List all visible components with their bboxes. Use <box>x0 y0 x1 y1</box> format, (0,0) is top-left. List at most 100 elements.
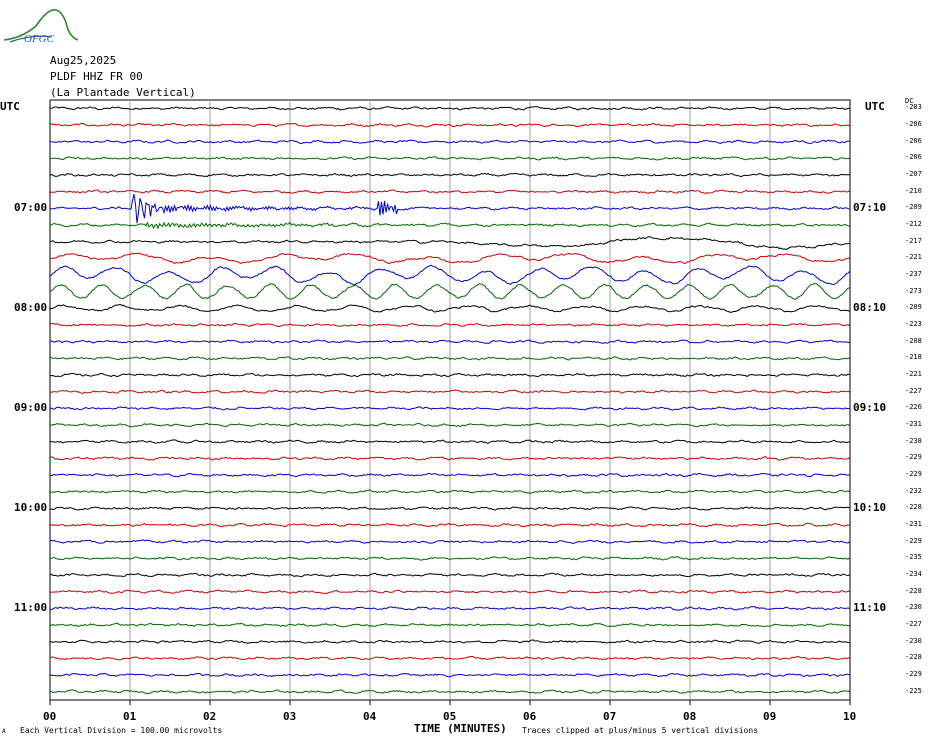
left-time-label: 09:00 <box>14 401 48 415</box>
trace-line <box>49 221 850 230</box>
utc-left-label: UTC <box>0 100 20 113</box>
trace-line <box>49 506 850 511</box>
station-label: PLDF HHZ FR 00 <box>50 70 143 83</box>
dc-offset-value: -229 <box>905 470 922 478</box>
trace-line <box>50 606 850 611</box>
dc-offset-value: -210 <box>905 186 922 195</box>
trace-line <box>49 156 850 161</box>
dc-offset-value: -228 <box>905 503 922 512</box>
trace-line <box>49 264 850 286</box>
trace-line <box>49 539 850 545</box>
trace-line <box>50 655 850 661</box>
left-time-label: 10:00 <box>14 501 48 515</box>
trace-line <box>49 172 850 178</box>
trace-line <box>49 489 850 494</box>
dc-offset-value: -206 <box>905 120 922 128</box>
dc-offset-value: -225 <box>905 686 922 695</box>
dc-offset-value: -232 <box>905 486 922 495</box>
trace-line <box>49 193 850 224</box>
dc-offset-value: -273 <box>905 286 922 295</box>
trace-line <box>49 105 850 111</box>
trace-line <box>49 283 850 300</box>
right-time-label: 09:10 <box>853 401 887 415</box>
dc-offset-value: -209 <box>905 303 922 312</box>
trace-line <box>49 356 850 361</box>
dc-offset-value: -231 <box>905 520 922 528</box>
dc-offset-value: -234 <box>905 570 922 578</box>
trace-line <box>50 372 850 378</box>
trace-line <box>49 389 850 394</box>
dc-offset-value: -228 <box>905 586 922 595</box>
trace-line <box>49 339 850 344</box>
trace-line <box>49 189 850 194</box>
trace-line <box>49 689 850 694</box>
dc-offset-value: -221 <box>905 253 922 262</box>
trace-line <box>49 672 850 678</box>
utc-right-label: UTC <box>865 100 885 113</box>
left-time-label: 11:00 <box>14 601 48 615</box>
dc-offset-value: -218 <box>905 353 922 362</box>
trace-line <box>49 303 850 313</box>
dc-offset-value: -227 <box>905 386 922 395</box>
trace-line <box>49 122 850 128</box>
dc-offset-value: -229 <box>905 536 922 545</box>
x-tick-label: 02 <box>203 710 217 723</box>
clip-note: Traces clipped at plus/minus 5 vertical … <box>522 726 759 735</box>
x-tick-label: 04 <box>363 710 377 723</box>
dc-offset-value: -238 <box>905 436 922 445</box>
trace-line <box>49 572 850 578</box>
dc-offset-value: -227 <box>905 620 922 628</box>
dc-offset-value: -208 <box>905 336 922 345</box>
trace-line <box>49 252 850 265</box>
ofgc-logo: OFGC <box>3 9 79 44</box>
x-tick-label: 10 <box>843 710 857 723</box>
location-label: (La Plantade Vertical) <box>50 86 196 99</box>
x-tick-label: 00 <box>43 710 57 723</box>
dc-label: DC <box>905 97 914 105</box>
trace-line <box>49 322 850 328</box>
x-axis-title: TIME (MINUTES) <box>414 722 507 735</box>
footer-mark: A <box>2 728 6 735</box>
date-label: Aug25,2025 <box>50 54 117 67</box>
dc-offset-value: -212 <box>905 220 922 228</box>
trace-line <box>49 589 850 594</box>
dc-offset-value: -229 <box>905 670 922 678</box>
dc-offset-value: -206 <box>905 136 922 145</box>
trace-line <box>49 456 850 461</box>
left-time-label: 08:00 <box>14 301 48 315</box>
dc-offset-value: -203 <box>905 103 922 112</box>
right-time-label: 08:10 <box>853 301 887 315</box>
dc-offset-value: -221 <box>905 370 922 378</box>
scale-note: Each Vertical Division = 100.00 microvol… <box>20 726 223 735</box>
x-tick-label: 06 <box>523 710 537 723</box>
x-tick-label: 03 <box>283 710 297 723</box>
seismic-traces <box>49 105 850 694</box>
dc-offset-value: -229 <box>905 453 922 462</box>
trace-line <box>49 472 850 478</box>
trace-line <box>49 139 850 145</box>
trace-line <box>49 406 850 411</box>
trace-line <box>49 622 850 628</box>
dc-offset-value: -228 <box>905 653 922 662</box>
left-time-label: 07:00 <box>14 201 48 215</box>
plot-grid <box>49 99 851 705</box>
dc-offset-value: -217 <box>905 236 922 245</box>
dc-offset-value: -226 <box>905 403 922 412</box>
x-tick-label: 08 <box>683 710 697 723</box>
trace-line <box>49 422 850 428</box>
dc-offset-value: -206 <box>905 153 922 162</box>
trace-line <box>49 522 850 528</box>
right-time-label: 11:10 <box>853 601 887 615</box>
dc-offset-value: -223 <box>905 320 922 328</box>
trace-line <box>49 556 850 561</box>
trace-line <box>49 439 850 444</box>
trace-line <box>49 639 850 644</box>
x-tick-label: 01 <box>123 710 137 723</box>
dc-offset-value: -237 <box>905 270 922 278</box>
right-time-label: 10:10 <box>853 501 887 515</box>
x-tick-label: 05 <box>443 710 457 723</box>
dc-offset-value: -231 <box>905 420 922 428</box>
logo-lettering: OFGC <box>24 33 55 44</box>
dc-offset-value: -207 <box>905 170 922 178</box>
